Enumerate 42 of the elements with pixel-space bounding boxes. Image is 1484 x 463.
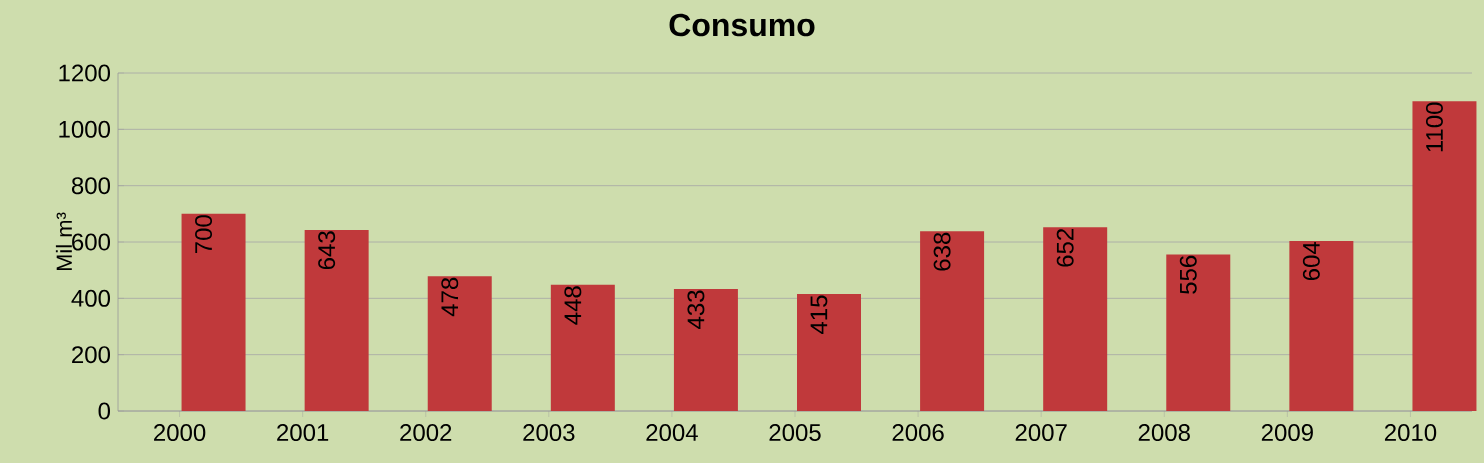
data-label: 638 bbox=[933, 232, 951, 271]
data-label: 700 bbox=[195, 215, 213, 254]
bar bbox=[1043, 227, 1108, 411]
x-tick-label: 2002 bbox=[400, 424, 452, 442]
data-label: 433 bbox=[687, 290, 705, 329]
x-tick-label: 2000 bbox=[154, 424, 206, 442]
x-tick-label: 2003 bbox=[523, 424, 575, 442]
y-tick-label: 400 bbox=[71, 289, 111, 307]
x-tick-label: 2008 bbox=[1138, 424, 1190, 442]
data-label: 556 bbox=[1179, 255, 1197, 294]
bar bbox=[427, 276, 492, 411]
bar bbox=[673, 289, 738, 411]
data-label: 415 bbox=[810, 295, 828, 334]
x-tick-label: 2004 bbox=[646, 424, 698, 442]
bar bbox=[797, 294, 861, 411]
x-tick-label: 2005 bbox=[769, 424, 821, 442]
data-label: 448 bbox=[564, 286, 582, 325]
x-tick-label: 2010 bbox=[1384, 424, 1437, 442]
y-tick-label: 0 bbox=[98, 402, 111, 420]
y-axis-title: Mil m³ bbox=[55, 212, 72, 271]
bar bbox=[550, 284, 615, 411]
y-tick-label: 200 bbox=[72, 346, 111, 364]
x-tick-label: 2007 bbox=[1015, 424, 1067, 442]
x-tick-label: 2006 bbox=[892, 424, 944, 442]
bar bbox=[920, 231, 985, 411]
y-tick-label: 1000 bbox=[59, 120, 111, 138]
y-tick-label: 600 bbox=[72, 233, 111, 251]
y-tick-label: 1200 bbox=[59, 64, 111, 82]
x-tick-label: 2001 bbox=[277, 424, 329, 442]
bar bbox=[181, 213, 246, 411]
y-tick-label: 800 bbox=[71, 177, 111, 195]
chart-title: Consumo bbox=[669, 13, 815, 37]
data-label: 604 bbox=[1302, 241, 1320, 281]
data-label: 652 bbox=[1056, 228, 1074, 267]
x-tick-label: 2009 bbox=[1261, 424, 1313, 442]
bar bbox=[1412, 101, 1477, 411]
data-label: 643 bbox=[318, 231, 336, 270]
bar bbox=[1166, 254, 1231, 411]
bar bbox=[1289, 240, 1354, 411]
data-label: 478 bbox=[441, 277, 459, 317]
bar bbox=[304, 229, 369, 411]
data-label: 1100 bbox=[1425, 102, 1443, 152]
